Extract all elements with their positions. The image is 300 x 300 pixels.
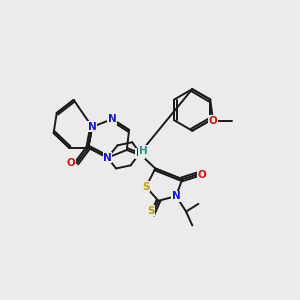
Text: O: O	[209, 116, 218, 126]
Text: N: N	[108, 114, 116, 124]
Text: N: N	[136, 148, 144, 158]
Text: N: N	[172, 191, 181, 201]
Text: N: N	[88, 122, 97, 132]
Text: O: O	[67, 158, 76, 168]
Text: O: O	[198, 169, 207, 180]
Text: N: N	[103, 153, 112, 163]
Text: S: S	[147, 206, 154, 216]
Text: H: H	[139, 146, 147, 156]
Text: S: S	[142, 182, 150, 192]
